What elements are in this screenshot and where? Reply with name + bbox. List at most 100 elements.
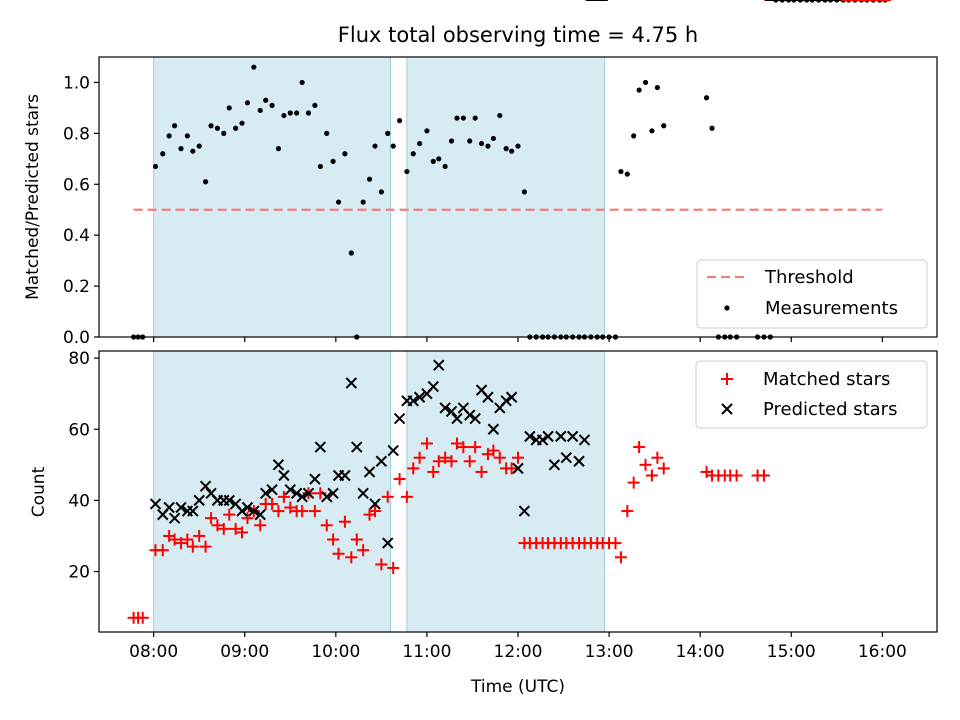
x-axis-label: Time (UTC) [470,677,565,697]
predicted-point [413,391,426,403]
measurement-point [208,123,214,129]
measurement-point [335,199,342,205]
measurement-point [654,84,660,91]
measurement-point [396,118,403,124]
measurement-point [467,138,473,144]
matched-point [181,533,194,546]
measurement-point [317,163,323,170]
predicted-point [357,487,369,499]
legend-predicted-marker [721,403,733,415]
measurement-point [190,148,196,154]
measurement-point [324,130,330,136]
top-y-tick-label: 0.0 [63,328,90,348]
matched-point [427,465,440,478]
bottom-legend: Matched stars Predicted stars [695,360,928,429]
measurement-point [226,105,232,111]
bottom-panel: 20 40 60 80 08:00 09:00 10:00 11:00 12:00 13:00 1… [29,0,938,697]
matched-point [450,437,463,450]
measurement-point [490,135,497,142]
predicted-point [259,487,272,499]
matched-point [266,497,279,510]
x-tick-label: 09:00 [220,642,269,662]
matched-point [296,505,309,518]
measurement-point [661,123,667,129]
matched-point [223,508,236,521]
matched-point [368,505,381,518]
measurement-point [299,79,305,86]
matched-point [254,519,267,532]
measurement-point [515,143,521,149]
matched-point [229,522,242,535]
matched-point [657,462,670,475]
matched-point [413,451,426,464]
predicted-point [451,412,463,425]
matched-point [217,522,230,535]
measurement-point [257,107,263,114]
predicted-point [505,391,518,403]
predicted-point [375,455,388,467]
matched-point [757,469,770,482]
measurement-point [269,102,275,108]
predicted-point [168,512,181,524]
matched-point [651,451,664,464]
matched-point [345,551,358,564]
top-y-tick-label: 0.4 [63,226,90,246]
predicted-point [578,434,591,446]
measurement-point [521,189,527,195]
x-tick-label: 13:00 [585,642,634,662]
measurement-point [330,158,336,164]
measurement-point [244,100,251,106]
measurement-point [424,128,430,134]
predicted-point [314,441,327,453]
predicted-point [512,462,524,475]
measurement-point [618,168,624,175]
measurement-point [703,95,710,101]
predicted-point [223,494,235,507]
matched-point [609,537,622,550]
matched-point [432,455,445,468]
predicted-point [254,508,266,521]
matched-point [493,451,506,464]
measurement-point [312,102,318,108]
matched-point [284,501,297,514]
measurement-point [472,115,478,121]
predicted-point [560,452,572,464]
matched-point [320,519,333,532]
x-tick-label: 11:00 [402,642,451,662]
predicted-point [387,444,399,457]
measurement-point [509,148,515,154]
matched-point [730,469,743,482]
measurement-point [214,125,221,131]
measurement-point [305,110,312,116]
measurement-point [233,125,239,131]
predicted-point [518,505,531,517]
measurement-point [239,120,245,126]
top-panel: 0.0 0.2 0.4 0.6 0.8 1.0 Matched/Predicted sta… [23,0,938,348]
measurement-point [448,138,455,144]
measurement-point [202,179,209,185]
measurement-point [460,115,466,121]
measurement-point [390,143,396,149]
predicted-point [393,412,406,425]
legend-threshold-label: Threshold [764,267,854,288]
matched-point [350,533,363,546]
top-y-tick-label: 0.6 [63,175,90,195]
measurement-point [196,143,202,149]
predicted-point [266,484,278,496]
measurement-point [281,112,287,119]
x-tick-label: 12:00 [494,642,543,662]
x-tick-label: 08:00 [129,642,178,662]
x-tick-label: 16:00 [858,642,907,662]
predicted-point [163,501,175,514]
bottom-y-tick-label: 80 [68,349,90,369]
measurement-point [478,140,485,147]
top-y-tick-label: 0.2 [63,277,90,297]
measurement-point [372,143,378,149]
matched-point [186,540,199,553]
measurement-point [287,110,293,116]
predicted-point [290,487,303,499]
measurement-point [485,143,491,149]
predicted-point [351,441,363,453]
predicted-point [309,473,321,485]
matched-point [645,469,658,482]
